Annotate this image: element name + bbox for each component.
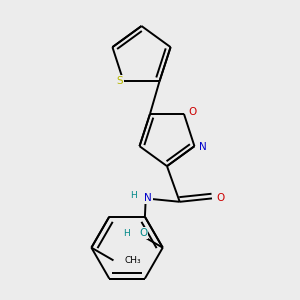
Text: H: H xyxy=(130,191,137,200)
Text: N: N xyxy=(199,142,207,152)
Text: O: O xyxy=(216,194,225,203)
Text: O: O xyxy=(188,107,196,117)
Text: CH₃: CH₃ xyxy=(124,256,141,265)
Text: N: N xyxy=(144,194,152,203)
Text: S: S xyxy=(117,76,124,86)
Text: H: H xyxy=(123,229,130,238)
Text: O: O xyxy=(139,228,148,238)
